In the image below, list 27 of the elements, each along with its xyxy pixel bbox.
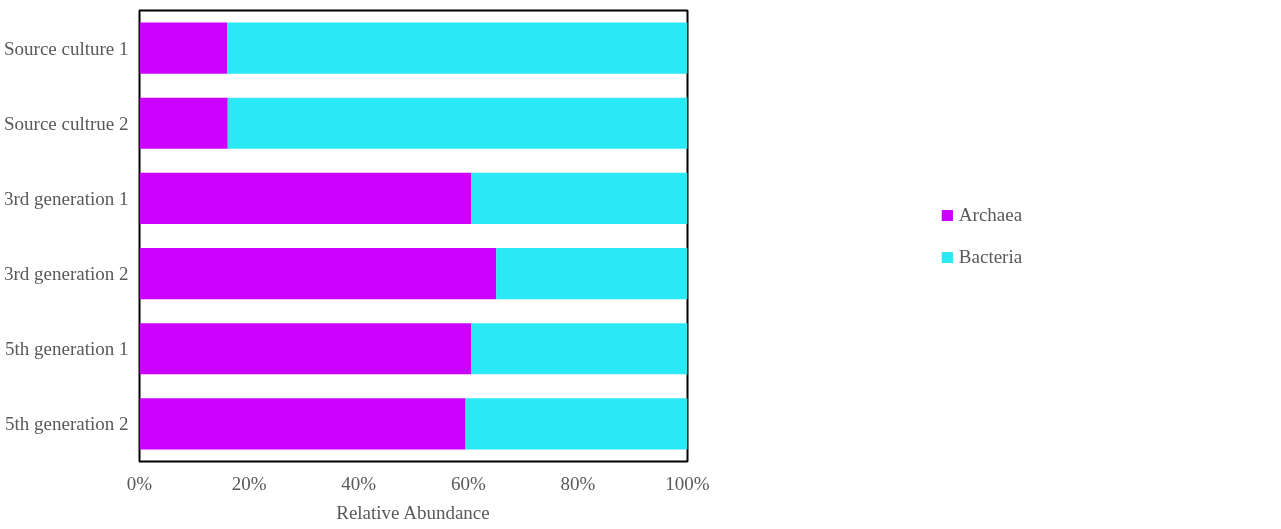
y-tick-label: Source culture 1 [3,37,129,59]
y-tick-label: 5th generation 1 [5,338,129,360]
x-tick-label: 0% [126,472,153,494]
bar [139,172,472,224]
bar [139,22,228,74]
x-axis-title: Relative Abundance [336,501,490,523]
legend-label: Archaea [958,203,1023,226]
x-tick-label: 80% [560,472,596,494]
bar [465,398,688,450]
bar [227,22,688,74]
bar [471,172,688,224]
y-tick-label: 5th generation 2 [5,413,129,435]
x-tick-label: 60% [450,472,486,494]
x-tick-label: 40% [341,472,377,494]
bar [496,248,688,300]
bar [227,97,688,149]
bar [139,97,228,149]
bar [139,398,466,450]
bar [139,323,472,375]
x-tick-label: 100% [665,472,710,494]
y-tick-label: Source cultrue 2 [3,112,129,134]
x-tick-label: 20% [231,472,267,494]
y-tick-label: 3rd generation 2 [3,263,129,285]
bar [139,248,497,300]
legend-label: Bacteria [958,245,1023,268]
y-tick-label: 3rd generation 1 [3,187,129,209]
bar [471,323,688,375]
